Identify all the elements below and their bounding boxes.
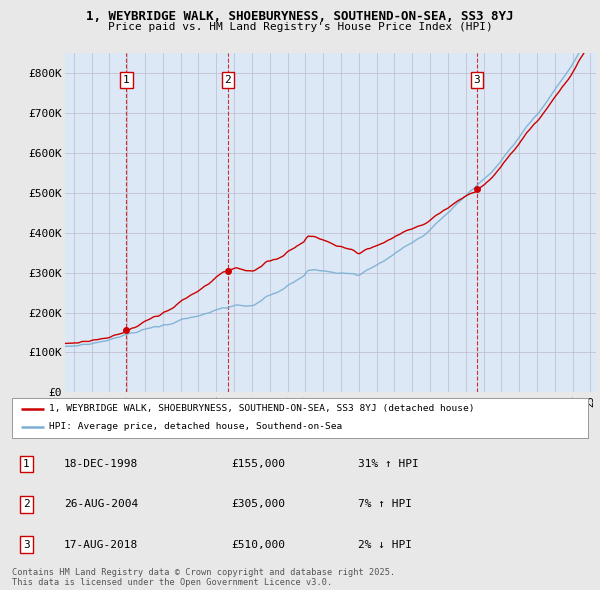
Text: 1: 1 bbox=[123, 75, 130, 85]
Text: 1: 1 bbox=[23, 460, 30, 469]
Text: 1, WEYBRIDGE WALK, SHOEBURYNESS, SOUTHEND-ON-SEA, SS3 8YJ: 1, WEYBRIDGE WALK, SHOEBURYNESS, SOUTHEN… bbox=[86, 10, 514, 23]
Text: 18-DEC-1998: 18-DEC-1998 bbox=[64, 460, 138, 469]
Text: 2: 2 bbox=[23, 500, 30, 509]
Text: Price paid vs. HM Land Registry's House Price Index (HPI): Price paid vs. HM Land Registry's House … bbox=[107, 22, 493, 32]
Point bbox=[122, 326, 131, 335]
Text: 1, WEYBRIDGE WALK, SHOEBURYNESS, SOUTHEND-ON-SEA, SS3 8YJ (detached house): 1, WEYBRIDGE WALK, SHOEBURYNESS, SOUTHEN… bbox=[49, 404, 475, 414]
Text: £305,000: £305,000 bbox=[231, 500, 285, 509]
Text: 3: 3 bbox=[473, 75, 481, 85]
Text: 7% ↑ HPI: 7% ↑ HPI bbox=[358, 500, 412, 509]
Text: £510,000: £510,000 bbox=[231, 540, 285, 549]
Text: 17-AUG-2018: 17-AUG-2018 bbox=[64, 540, 138, 549]
Text: 2: 2 bbox=[224, 75, 231, 85]
Point bbox=[223, 266, 233, 276]
Point bbox=[472, 184, 482, 194]
Text: HPI: Average price, detached house, Southend-on-Sea: HPI: Average price, detached house, Sout… bbox=[49, 422, 343, 431]
Text: £155,000: £155,000 bbox=[231, 460, 285, 469]
Text: 26-AUG-2004: 26-AUG-2004 bbox=[64, 500, 138, 509]
Text: Contains HM Land Registry data © Crown copyright and database right 2025.
This d: Contains HM Land Registry data © Crown c… bbox=[12, 568, 395, 587]
Text: 3: 3 bbox=[23, 540, 30, 549]
Text: 31% ↑ HPI: 31% ↑ HPI bbox=[358, 460, 418, 469]
Text: 2% ↓ HPI: 2% ↓ HPI bbox=[358, 540, 412, 549]
